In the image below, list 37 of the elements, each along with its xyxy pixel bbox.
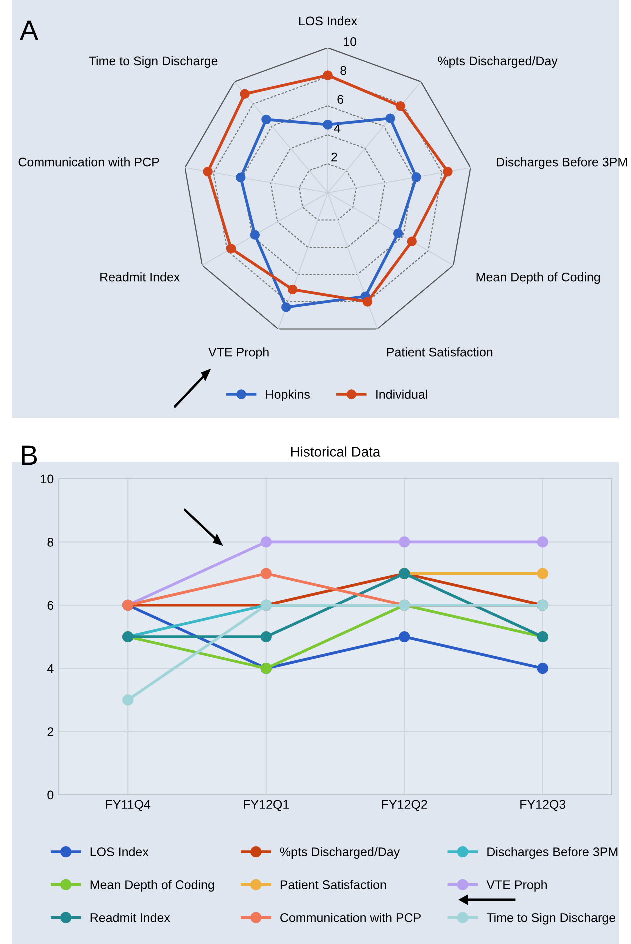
y-tick-label: 2 [332,152,338,162]
legend-label: Mean Depth of Coding [90,880,214,892]
spoke-label: VTE Proph [208,348,269,360]
y-tick-label: 10 [344,37,357,46]
legend-label: %pts Discharged/Day [280,847,400,859]
spoke-label: LOS Index [299,16,358,26]
y-tick-label: 8 [340,66,347,76]
x-tick-label: FY11Q4 [106,800,151,812]
spoke-label: %pts Discharged/Day [438,56,558,68]
y-tick-label: 8 [48,538,54,547]
text: A [20,20,38,40]
legend-label: Hopkins [266,390,310,402]
x-tick-label: FY12Q1 [244,800,290,812]
legend-label: Discharges Before 3PM [488,847,618,859]
y-tick-label: 2 [48,728,54,736]
spoke-label: Communication with PCP [18,158,160,167]
y-tick-label: 0 [48,790,54,800]
text: B [22,446,38,465]
y-tick-label: 6 [48,601,54,610]
legend-label: Communication with PCP [280,913,421,922]
y-tick-label: 6 [338,95,344,104]
legend-label: Time to Sign Discharge [486,913,616,925]
chart-title: Historical Data [291,446,381,457]
spoke-label: Time to Sign Discharge [89,56,218,68]
y-tick-label: 10 [41,474,54,484]
spoke-label: Patient Satisfaction [387,348,493,357]
spoke-label: Readmit Index [100,272,180,282]
legend-label: Individual [376,390,428,400]
legend-label: VTE Proph [486,880,547,892]
y-tick-label: 4 [47,664,54,674]
x-tick-label: FY12Q3 [520,800,566,812]
spoke-label: Mean Depth of Coding [476,272,600,284]
legend-label: Patient Satisfaction [280,880,386,890]
spoke-label: Discharges Before 3PM [497,158,628,170]
legend-label: LOS Index [90,847,149,857]
x-tick-label: FY12Q2 [382,800,428,812]
legend-label: Readmit Index [90,913,170,922]
